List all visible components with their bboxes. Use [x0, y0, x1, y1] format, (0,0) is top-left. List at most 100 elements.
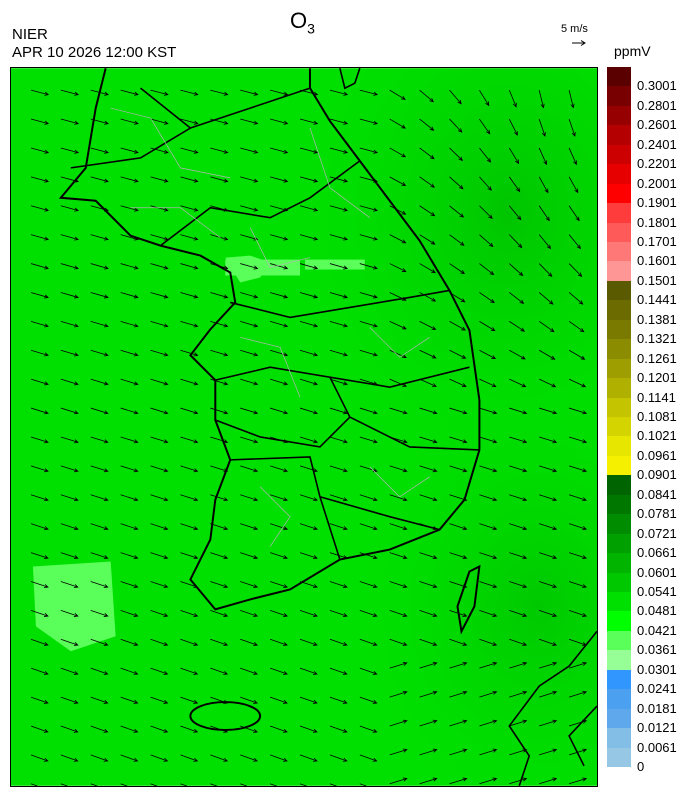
wind-arrow-icon: [389, 407, 408, 415]
wind-arrow-icon: [479, 719, 498, 727]
legend-label: 0.1021: [637, 428, 677, 444]
wind-arrow-icon: [120, 263, 139, 270]
legend-label: 0.1801: [637, 214, 677, 230]
wind-arrow-icon: [150, 147, 169, 154]
wind-arrow-icon: [150, 494, 169, 502]
wind-arrow-icon: [449, 147, 464, 162]
wind-arrow-icon: [90, 581, 109, 589]
legend-label: 0.0961: [637, 447, 677, 463]
wind-arrow-icon: [240, 609, 259, 617]
wind-arrow-icon: [419, 234, 436, 245]
wind-arrow-icon: [150, 436, 169, 444]
wind-arrow-icon: [90, 494, 109, 502]
province-border: [70, 87, 480, 560]
wind-arrow-icon: [449, 349, 467, 359]
wind-arrow-icon: [389, 552, 408, 560]
wind-arrow-icon: [180, 523, 199, 531]
wind-arrow-icon: [60, 638, 79, 646]
wind-arrow-icon: [449, 465, 468, 473]
legend-swatch: [607, 67, 631, 87]
ozone-map: [10, 67, 598, 787]
wind-arrow-icon: [180, 349, 199, 357]
wind-arrow-icon: [210, 147, 229, 154]
wind-arrow-icon: [299, 234, 319, 241]
wind-arrow-icon: [210, 349, 229, 357]
wind-arrow-icon: [90, 263, 109, 270]
wind-arrow-icon: [90, 320, 109, 328]
wind-arrow-icon: [509, 494, 528, 502]
wind-arrow-icon: [568, 609, 587, 617]
wind-arrow-icon: [568, 690, 588, 698]
wind-arrow-icon: [479, 465, 498, 473]
wind-arrow-icon: [240, 581, 259, 589]
legend-swatch: [607, 203, 631, 224]
wind-arrow-icon: [299, 609, 318, 617]
wind-arrow-icon: [329, 176, 349, 183]
wind-arrow-icon: [479, 494, 498, 502]
wind-arrow-icon: [568, 378, 587, 388]
wind-arrow-icon: [240, 320, 259, 328]
wind-arrow-icon: [449, 321, 467, 331]
wind-arrow-icon: [180, 89, 199, 96]
wind-arrow-icon: [299, 292, 319, 299]
wind-arrow-icon: [479, 292, 495, 304]
wind-arrow-icon: [359, 147, 379, 154]
wind-arrow-icon: [538, 205, 550, 222]
wind-arrow-icon: [120, 292, 139, 299]
title-text: O: [290, 8, 308, 33]
wind-arrow-icon: [60, 465, 79, 473]
legend-swatch: [607, 319, 631, 340]
wind-arrow-icon: [30, 89, 50, 96]
wind-arrow-icon: [509, 378, 527, 388]
wind-arrow-icon: [568, 349, 586, 360]
legend-swatch: [607, 86, 631, 107]
wind-arrow-icon: [389, 234, 407, 244]
wind-arrow-icon: [270, 118, 289, 125]
wind-arrow-icon: [150, 465, 169, 473]
wind-arrow-icon: [299, 523, 318, 531]
wind-arrow-icon: [419, 777, 438, 785]
wind-arrow-icon: [329, 407, 348, 415]
wind-arrow-icon: [60, 696, 79, 704]
wind-arrow-icon: [120, 696, 139, 704]
wind-arrow-icon: [359, 263, 378, 270]
wind-arrow-icon: [299, 378, 319, 386]
wind-arrow-icon: [359, 696, 378, 704]
wind-arrow-icon: [30, 176, 50, 183]
wind-arrow-icon: [568, 494, 588, 502]
low-ozone-patch: [32, 561, 116, 652]
wind-arrow-icon: [539, 581, 558, 589]
wind-arrow-icon: [150, 609, 169, 617]
wind-arrow-icon: [150, 263, 169, 270]
wind-arrow-icon: [389, 609, 408, 617]
wind-arrow-icon: [299, 783, 308, 786]
legend-label: 0.2201: [637, 156, 677, 172]
wind-arrow-icon: [90, 292, 109, 299]
wind-arrow-icon: [120, 552, 139, 560]
wind-arrow-icon: [389, 465, 408, 473]
wind-arrow-icon: [30, 609, 49, 617]
wind-arrow-icon: [509, 719, 528, 727]
wind-arrow-icon: [299, 552, 318, 560]
wind-arrow-icon: [240, 147, 259, 154]
wind-arrow-icon: [568, 205, 580, 222]
wind-arrow-icon: [419, 609, 438, 617]
legend-label: 0.1901: [637, 195, 677, 211]
wind-arrow-icon: [539, 748, 558, 756]
wind-arrow-icon: [269, 696, 288, 704]
wind-arrow-icon: [449, 661, 468, 669]
wind-arrow-icon: [180, 176, 199, 183]
wind-arrow-icon: [568, 321, 585, 333]
wind-arrow-icon: [299, 320, 319, 328]
legend-label: 0.1701: [637, 234, 677, 249]
district-borders: [110, 107, 430, 547]
wind-arrow-icon: [509, 523, 528, 531]
wind-arrow-icon: [210, 638, 229, 646]
wind-arrow-icon: [240, 292, 259, 299]
wind-arrow-icon: [90, 754, 109, 762]
wind-arrow-icon: [30, 234, 50, 241]
legend-swatch: [607, 300, 631, 321]
wind-arrow-icon: [509, 690, 528, 698]
wind-arrow-icon: [270, 89, 289, 96]
wind-arrow-icon: [479, 581, 498, 589]
